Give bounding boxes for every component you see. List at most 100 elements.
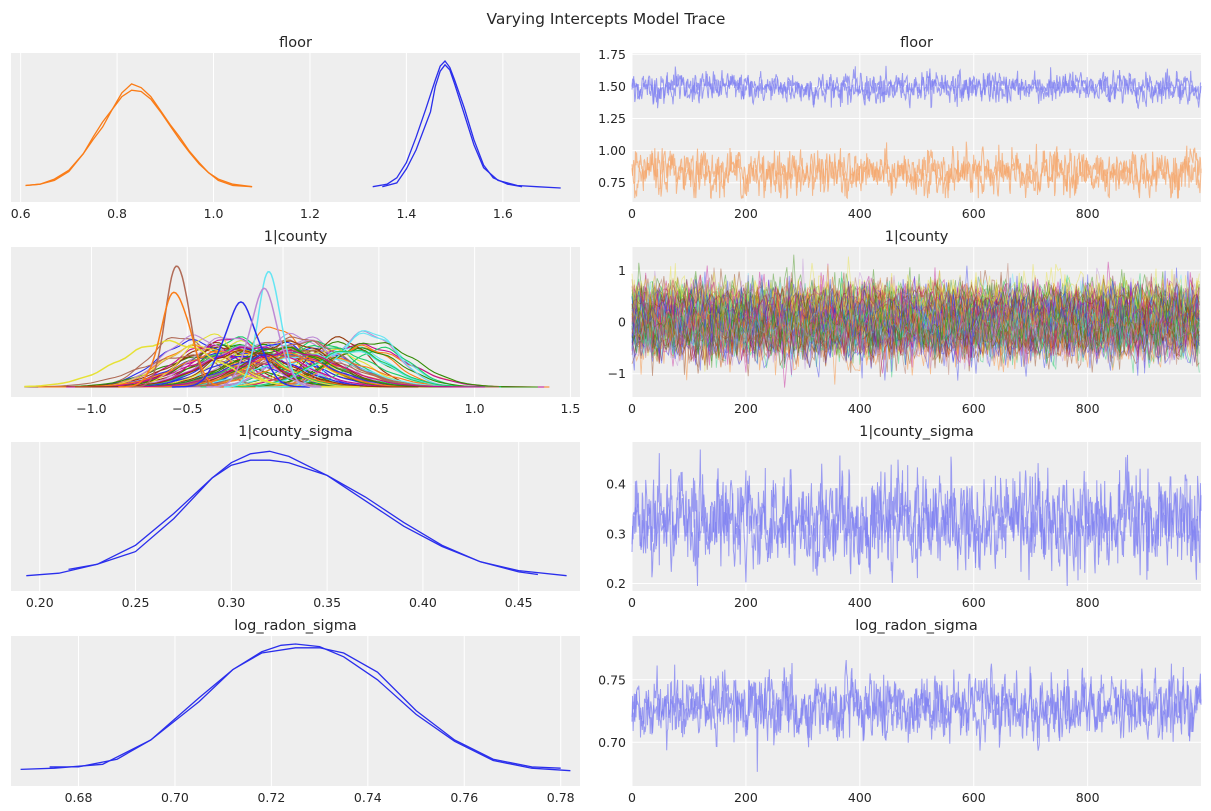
sigma_trace-ytick-label: 0.2 — [606, 576, 626, 591]
county_trace-trace-line — [631, 277, 1200, 333]
county_trace-xtick-label: 200 — [734, 401, 758, 416]
radon_density-xtick-label: 0.78 — [547, 790, 575, 805]
county_density-xtick-label: 0.0 — [273, 401, 293, 416]
radon_trace-title: log_radon_sigma — [855, 618, 978, 634]
county_trace-trace-line — [631, 308, 1200, 385]
county_density-xtick-label: −1.0 — [76, 401, 106, 416]
floor_density-xtick-label: 1.2 — [300, 206, 320, 221]
county_trace-trace-line — [631, 283, 1200, 355]
county_density-kde-line — [118, 291, 234, 388]
county_density-kde-line — [96, 349, 485, 388]
floor_trace-xtick-label: 0 — [628, 206, 636, 221]
sigma_density-title: 1|county_sigma — [238, 424, 353, 440]
county_trace-trace-line — [631, 305, 1200, 359]
floor_trace-trace-line — [631, 143, 1202, 200]
county_trace-trace-line — [631, 289, 1200, 356]
county_density-kde-line — [200, 349, 502, 388]
radon_trace-xtick-label: 800 — [1076, 790, 1100, 805]
county_trace-trace-line — [631, 287, 1200, 361]
sigma_density-plot-area — [11, 442, 580, 591]
county_trace-trace-line — [631, 291, 1200, 362]
county_trace-trace-line — [631, 276, 1200, 338]
county_trace-trace-line — [631, 274, 1200, 343]
county_trace-trace-line — [631, 302, 1200, 377]
floor_trace-ytick-label: 1.75 — [598, 47, 626, 62]
county_trace-trace-line — [631, 295, 1200, 339]
county_trace-trace-line — [631, 296, 1200, 364]
county_trace-trace-line — [631, 258, 1200, 336]
floor_density-xtick-label: 0.8 — [107, 206, 127, 221]
county_trace-trace-line — [631, 272, 1200, 336]
sigma_density-xtick-label: 0.40 — [409, 595, 437, 610]
radon_density-xtick-label: 0.68 — [65, 790, 93, 805]
county_trace-trace-line — [631, 301, 1200, 378]
floor_density-xtick-label: 1.0 — [204, 206, 224, 221]
county_density-kde-line — [206, 287, 322, 388]
county_trace-trace-line — [631, 304, 1200, 362]
county_density-xtick-label: 0.5 — [369, 401, 389, 416]
county_trace-trace-line — [631, 296, 1200, 354]
county_trace-trace-line — [631, 290, 1200, 353]
county_trace-trace-line — [631, 261, 1200, 326]
sigma_density-kde-line — [26, 450, 567, 577]
county_trace-trace-line — [631, 262, 1200, 339]
county_trace-trace-line — [631, 265, 1200, 346]
county_trace-trace-line — [631, 274, 1200, 347]
county_trace-trace-line — [631, 300, 1200, 363]
county_trace-trace-line — [631, 295, 1200, 345]
sigma_trace-xtick-label: 0 — [628, 595, 636, 610]
radon_density-xtick-label: 0.76 — [450, 790, 478, 805]
floor_density-xtick-label: 1.6 — [493, 206, 513, 221]
sigma_trace-xtick-label: 800 — [1076, 595, 1100, 610]
county_trace-trace-line — [631, 281, 1200, 368]
county_trace-trace-line — [631, 304, 1200, 366]
county_trace-trace-line — [631, 303, 1200, 362]
county_trace-trace-line — [631, 289, 1200, 378]
county_density-kde-line — [171, 301, 310, 388]
county_trace-trace-line — [631, 297, 1200, 375]
radon_density-panel: log_radon_sigma 0.68 0.70 0.72 0.74 0.76 0.78 — [11, 618, 580, 805]
county_trace-trace-line — [631, 291, 1200, 355]
radon_trace-ytick-label: 0.75 — [598, 672, 626, 687]
county_trace-trace-line — [631, 291, 1200, 366]
county_trace-trace-line — [631, 292, 1200, 368]
county_trace-trace-line — [631, 284, 1200, 367]
county_trace-trace-line — [631, 300, 1200, 379]
county_trace-trace-line — [631, 293, 1200, 378]
county_trace-trace-line — [631, 304, 1200, 370]
floor_trace-ytick-label: 1.25 — [598, 111, 626, 126]
county_trace-trace-line — [631, 280, 1200, 349]
radon_density-kde-line — [20, 643, 571, 772]
floor_trace-title: floor — [900, 35, 933, 51]
radon_trace-xtick-label: 400 — [848, 790, 872, 805]
sigma_density-xtick-label: 0.35 — [313, 595, 341, 610]
sigma_trace-ytick-label: 0.4 — [606, 477, 626, 492]
county_trace-ytick-label: 0 — [618, 315, 626, 330]
county_trace-trace-line — [631, 268, 1200, 353]
county_trace-trace-line — [631, 305, 1200, 370]
county_trace-trace-line — [631, 294, 1200, 361]
floor_density-kde-line — [372, 59, 523, 188]
county_density-kde-line — [131, 265, 224, 388]
county_density-xtick-label: 1.0 — [465, 401, 485, 416]
sigma_trace-panel: 1|county_sigma 0 200 400 600 800 0.2 0.3 0.4 — [606, 424, 1202, 610]
floor_trace-ytick-label: 1.00 — [598, 143, 626, 158]
floor_trace-panel: floor 0 200 400 600 800 0.75 1.00 1.25 1.50 1.75 — [598, 35, 1202, 221]
county_trace-trace-line — [631, 265, 1200, 334]
county_trace-trace-line — [631, 281, 1200, 351]
radon_density-xtick-label: 0.72 — [257, 790, 285, 805]
sigma_trace-trace-line — [631, 453, 1202, 587]
county_trace-trace-line — [631, 293, 1200, 353]
floor_density-title: floor — [279, 35, 312, 51]
floor_trace-ytick-label: 0.75 — [598, 175, 626, 190]
county_trace-trace-line — [631, 278, 1200, 329]
county_trace-trace-line — [631, 300, 1200, 360]
radon_density-xtick-label: 0.74 — [354, 790, 382, 805]
floor_trace-xtick-label: 400 — [848, 206, 872, 221]
county_trace-trace-line — [631, 281, 1200, 352]
county_trace-trace-line — [631, 284, 1200, 335]
county_trace-panel: 1|county 0 200 400 600 800 −1 0 1 — [608, 229, 1201, 416]
sigma_density-xtick-label: 0.20 — [26, 595, 54, 610]
county_trace-trace-line — [631, 263, 1200, 337]
county_trace-trace-line — [631, 272, 1200, 349]
